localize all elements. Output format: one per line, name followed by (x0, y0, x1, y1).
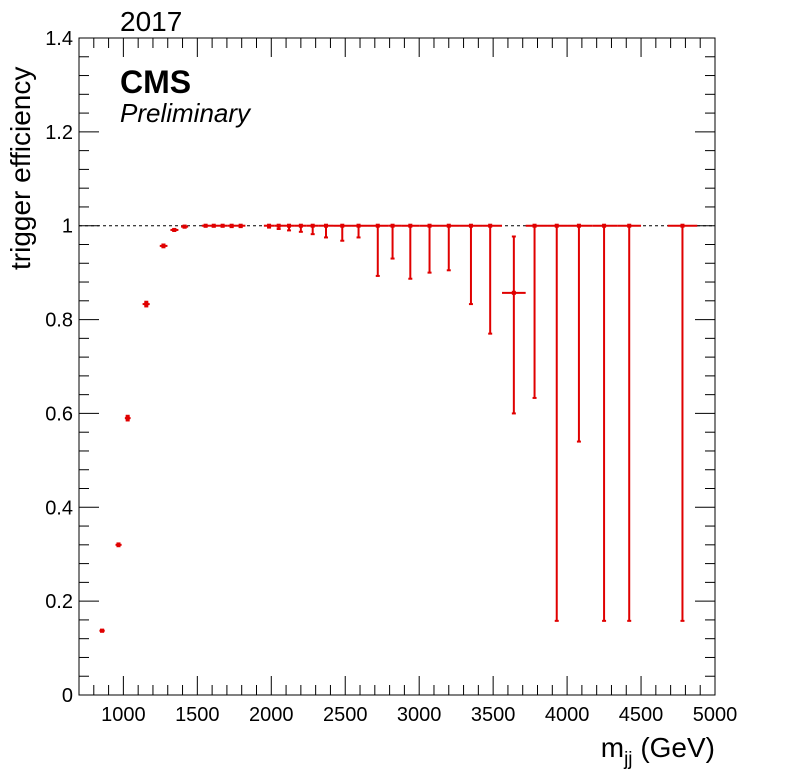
data-point (274, 223, 284, 230)
y-axis-title: trigger efficiency (5, 67, 36, 270)
x-tick-label: 4000 (545, 704, 590, 726)
cms-label: CMS (120, 64, 191, 100)
x-axis-title: mjj (GeV) (601, 732, 715, 770)
point-marker (125, 416, 130, 421)
data-point (351, 223, 368, 239)
y-tick-label: 0 (62, 685, 73, 707)
y-tick-label: 0.8 (45, 310, 73, 332)
x-axis-title-unit: (GeV) (640, 732, 715, 763)
data-point (547, 223, 568, 622)
point-marker (375, 223, 380, 228)
data-point (124, 414, 131, 422)
point-marker (408, 223, 413, 228)
data-point (318, 223, 334, 239)
point-marker (446, 223, 451, 228)
data-point (159, 243, 168, 249)
data-point (170, 227, 179, 232)
data-point (482, 223, 503, 335)
point-marker (532, 223, 537, 228)
x-tick-label: 1000 (101, 704, 146, 726)
point-marker (488, 223, 493, 228)
point-marker (116, 542, 121, 547)
point-marker (211, 223, 216, 228)
preliminary-label: Preliminary (120, 98, 252, 128)
point-marker (602, 223, 607, 228)
point-marker (576, 223, 581, 228)
point-marker (554, 223, 559, 228)
x-axis-title-subscript: jj (623, 749, 632, 770)
data-point (401, 223, 420, 280)
x-axis-ticks: 1000 1500 2000 2500 3000 3500 4000 4500 5000 (93, 38, 738, 726)
point-marker (161, 243, 166, 248)
data-point (181, 224, 189, 229)
data-point (525, 223, 548, 399)
point-marker (356, 223, 361, 228)
data-point (142, 300, 150, 308)
x-tick-label: 2000 (249, 704, 294, 726)
point-marker (182, 224, 187, 229)
data-point (283, 223, 295, 232)
data-point (459, 223, 483, 306)
data-point (367, 223, 389, 277)
point-marker (267, 223, 272, 228)
x-tick-label: 1500 (175, 704, 220, 726)
data-point (617, 223, 642, 622)
data-point (333, 223, 352, 242)
data-point (201, 223, 210, 228)
data-point (263, 223, 275, 229)
data-point (667, 223, 698, 622)
point-marker (287, 223, 292, 228)
point-marker (511, 290, 516, 295)
y-tick-label: 0.4 (45, 497, 73, 519)
data-point (115, 542, 122, 548)
data-point (419, 223, 440, 274)
point-marker (100, 628, 105, 633)
data-point (227, 223, 237, 229)
x-tick-label: 5000 (693, 704, 738, 726)
point-marker (324, 223, 329, 228)
x-tick-label: 2500 (323, 704, 368, 726)
point-marker (276, 223, 281, 228)
x-axis-title-main: m (601, 732, 624, 763)
x-tick-label: 3000 (397, 704, 442, 726)
data-point (218, 223, 228, 228)
point-marker (172, 227, 177, 232)
point-marker (310, 223, 315, 228)
x-axis-title-space (633, 732, 641, 763)
y-tick-label: 0.2 (45, 591, 73, 613)
data-point (209, 223, 219, 228)
y-axis-ticks: 0 0.2 0.4 0.6 0.8 1 1.2 1.4 (45, 28, 715, 707)
x-tick-label: 4500 (619, 704, 664, 726)
data-point (439, 223, 460, 272)
data-point (592, 223, 618, 622)
data-point (236, 223, 246, 229)
point-marker (627, 223, 632, 228)
point-marker (680, 223, 685, 228)
y-tick-label: 0.6 (45, 403, 73, 425)
data-point (294, 223, 307, 233)
point-marker (468, 223, 473, 228)
point-marker (238, 223, 243, 228)
data-point (99, 628, 105, 633)
point-marker (298, 223, 303, 228)
plot-frame (78, 37, 716, 696)
year-label: 2017 (120, 6, 182, 37)
point-marker (144, 302, 149, 307)
point-marker (229, 223, 234, 228)
y-tick-label: 1.2 (45, 122, 73, 144)
point-marker (203, 223, 208, 228)
y-tick-label: 1.4 (45, 28, 73, 50)
data-points (99, 223, 698, 633)
point-marker (220, 223, 225, 228)
y-tick-label: 1 (62, 216, 73, 238)
data-point (567, 223, 593, 443)
point-marker (390, 223, 395, 228)
x-tick-label: 3500 (471, 704, 516, 726)
data-point (502, 235, 526, 415)
point-marker (427, 223, 432, 228)
data-point (306, 223, 319, 236)
data-point (388, 223, 402, 260)
point-marker (340, 223, 345, 228)
